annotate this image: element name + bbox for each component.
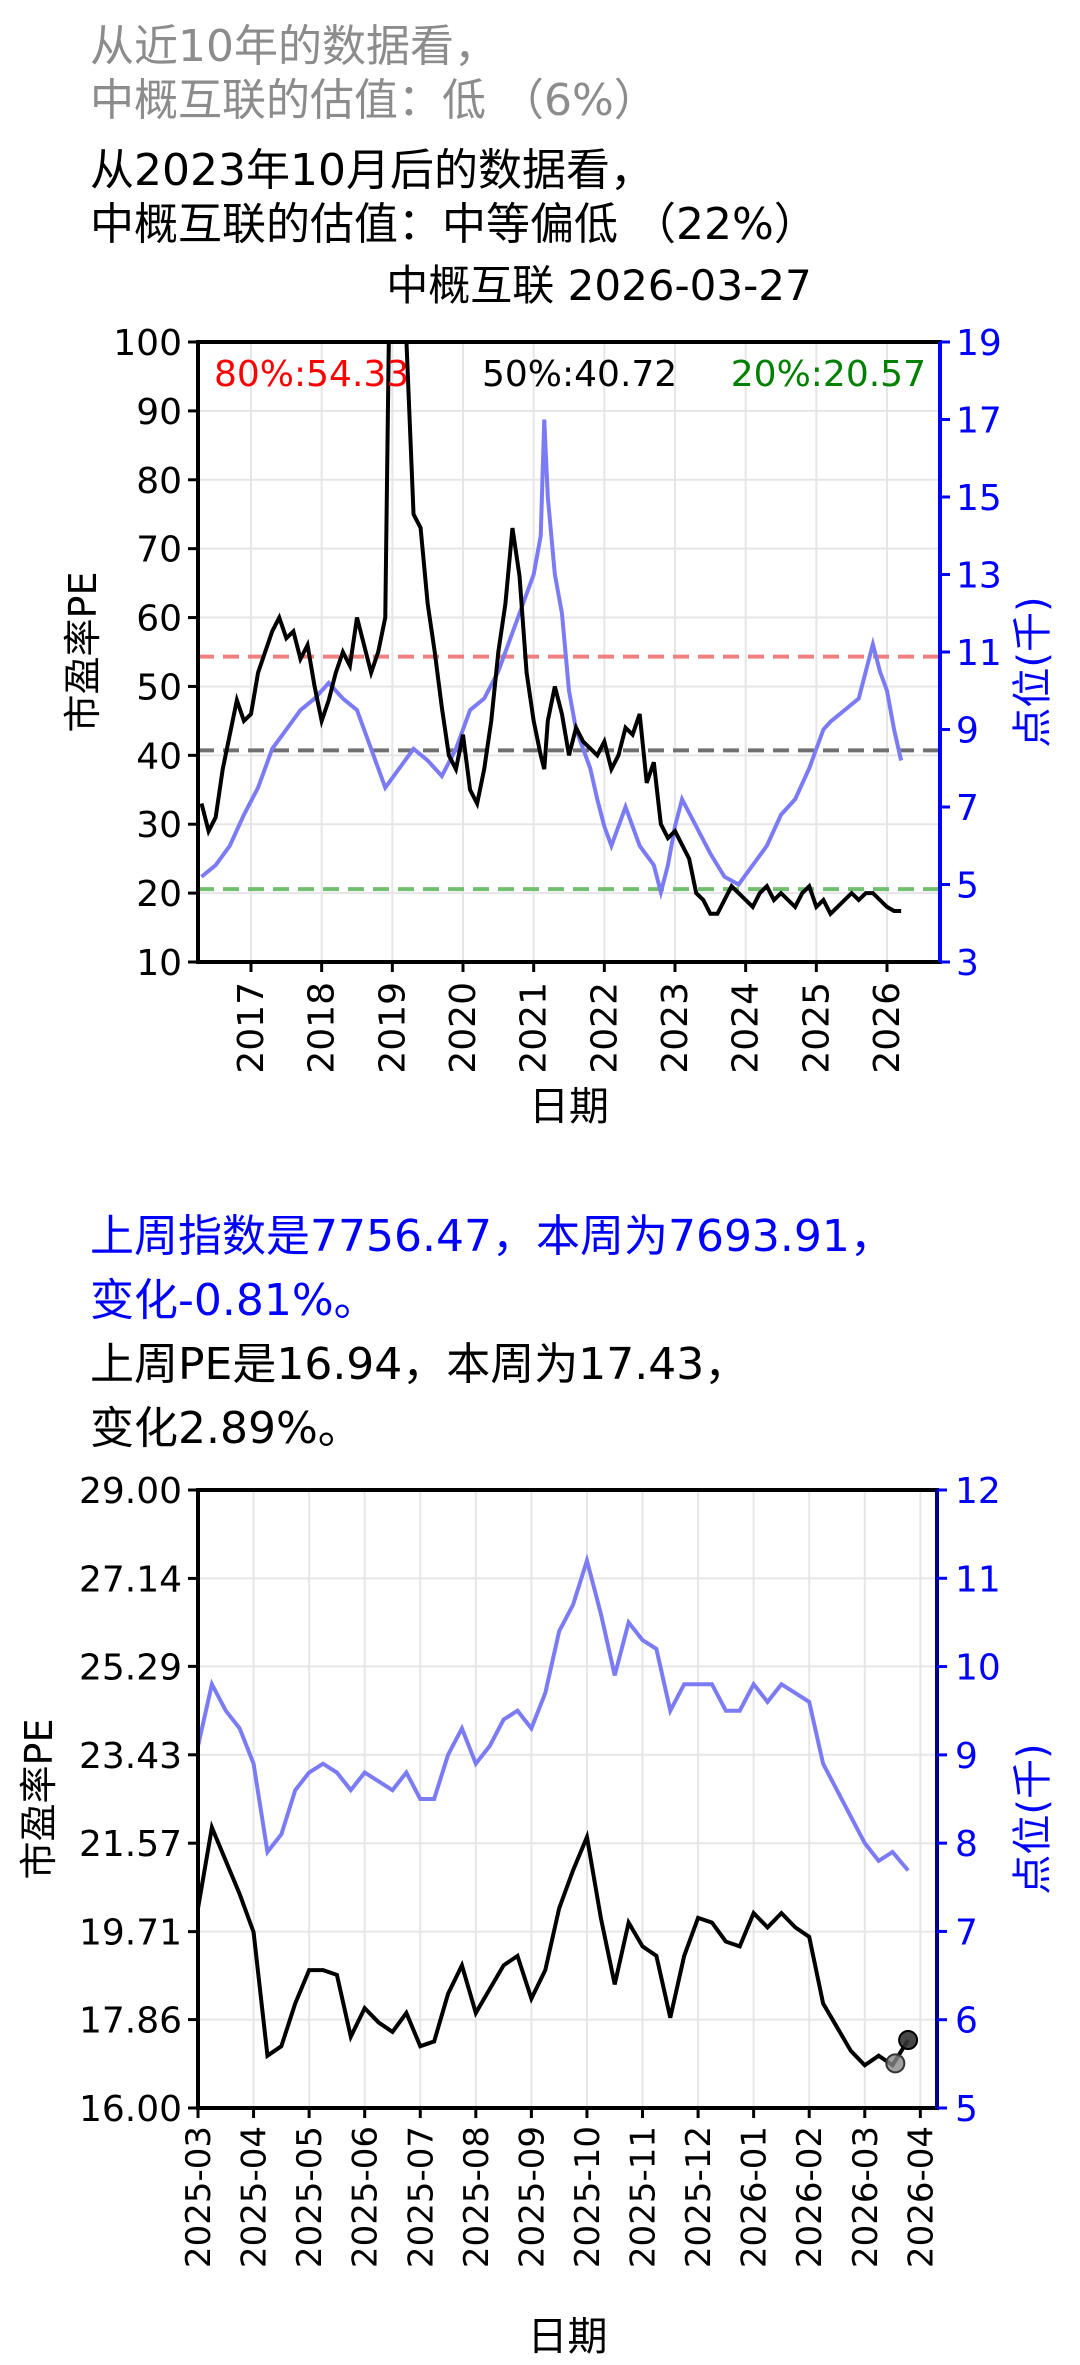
chart1-x-tick-label: 2024 xyxy=(726,982,767,1074)
chart2-x-tick-label: 2025-11 xyxy=(624,2126,664,2268)
chart1-y-tick-label: 30 xyxy=(136,805,182,846)
index-change-line2: 变化-0.81%。 xyxy=(90,1275,378,1326)
chart1-y-tick-label: 20 xyxy=(136,874,182,915)
chart2-y2-tick-label: 7 xyxy=(955,1912,978,1953)
chart1-y2-tick-label: 5 xyxy=(956,866,979,907)
chart2-x-tick-label: 2025-09 xyxy=(512,2126,552,2268)
chart2-this-week-point xyxy=(898,2030,919,2051)
chart1-x-label: 日期 xyxy=(529,1084,609,1130)
chart2-last-week-point xyxy=(885,2053,906,2074)
summary-10y-line2: 中概互联的估值：低 （6%） xyxy=(90,75,658,126)
chart1-y-tick-label: 50 xyxy=(136,667,182,708)
chart1-x-tick-label: 2021 xyxy=(514,982,555,1074)
summary-2023-line1: 从2023年10月后的数据看， xyxy=(90,145,654,196)
chart2-x-tick-label: 2025-10 xyxy=(568,2126,608,2268)
chart1-x-tick-label: 2017 xyxy=(231,982,272,1074)
chart1-y2-tick-label: 11 xyxy=(956,633,1002,674)
chart1-y2-tick-label: 3 xyxy=(956,943,979,984)
chart1-y2-tick-label: 15 xyxy=(956,478,1002,519)
chart1-y2-tick-label: 19 xyxy=(956,323,1002,364)
chart2-y2-tick-label: 10 xyxy=(955,1648,1001,1689)
chart2-x-tick-label: 2025-07 xyxy=(401,2126,441,2268)
pe-change-line2: 变化2.89%。 xyxy=(90,1403,362,1454)
pe-change-line1: 上周PE是16.94，本周为17.43， xyxy=(90,1339,749,1390)
chart2-x-tick-label: 2025-05 xyxy=(290,2126,330,2268)
chart2-y-tick-label: 29.00 xyxy=(79,1471,182,1512)
chart1-y2-tick-label: 9 xyxy=(956,711,979,752)
index-change-line1: 上周指数是7756.47，本周为7693.91， xyxy=(90,1211,894,1262)
chart1-ref-label-p50: 50%:40.72 xyxy=(482,354,677,395)
chart2-x-tick-label: 2026-02 xyxy=(790,2126,830,2268)
chart1-x-tick-label: 2018 xyxy=(302,982,343,1074)
chart1-ref-label-p80: 80%:54.33 xyxy=(214,354,409,395)
chart2-y-tick-label: 19.71 xyxy=(79,1913,182,1954)
chart1-y2-tick-label: 17 xyxy=(956,401,1002,442)
chart1-y-tick-label: 60 xyxy=(136,599,182,640)
summary-10y-line1: 从近10年的数据看， xyxy=(90,21,498,72)
chart1-y2-tick-label: 7 xyxy=(956,788,979,829)
chart2-y2-tick-label: 5 xyxy=(955,2089,978,2130)
chart2-y-tick-label: 23.43 xyxy=(79,1736,182,1777)
chart1-y-tick-label: 90 xyxy=(136,392,182,433)
chart2-x-tick-label: 2026-01 xyxy=(735,2126,775,2268)
chart1-y-tick-label: 40 xyxy=(136,736,182,777)
chart2-y2-tick-label: 6 xyxy=(955,2001,978,2042)
chart2-y2-tick-label: 8 xyxy=(955,1824,978,1865)
chart1-x-tick-label: 2023 xyxy=(655,982,696,1074)
chart2-y2-tick-label: 9 xyxy=(955,1736,978,1777)
chart1-y-tick-label: 70 xyxy=(136,530,182,571)
chart2-x-tick-label: 2025-03 xyxy=(179,2126,219,2268)
chart2-x-tick-label: 2026-03 xyxy=(846,2126,886,2268)
chart1-x-tick-label: 2020 xyxy=(443,982,484,1074)
chart2-y2-label: 点位(千) xyxy=(1010,1743,1056,1894)
chart2-x-tick-label: 2026-04 xyxy=(901,2126,941,2268)
pe-chart-10y: 中概互联 2026-03-27 80%:54.33 50%:40.72 20%:20.… xyxy=(61,261,1056,1130)
chart2-y2-tick-label: 11 xyxy=(955,1559,1001,1600)
chart2-x-tick-label: 2025-06 xyxy=(346,2126,386,2268)
chart1-x-tick-label: 2022 xyxy=(584,982,625,1074)
chart1-title: 中概互联 2026-03-27 xyxy=(386,261,811,310)
chart1-y2-tick-label: 13 xyxy=(956,556,1002,597)
chart2-index-series xyxy=(196,1553,910,1872)
chart2-y-tick-label: 25.29 xyxy=(79,1647,182,1688)
chart1-y-tick-label: 80 xyxy=(136,461,182,502)
chart2-y-label: 市盈率PE xyxy=(17,1719,61,1880)
chart2-y-tick-label: 21.57 xyxy=(79,1824,182,1865)
chart2-x-label: 日期 xyxy=(528,2314,608,2360)
chart2-pe-series xyxy=(196,1820,910,2069)
pe-chart-recent: 16.00 17.86 19.71 21.57 23.43 25.29 27.14 29.00… xyxy=(17,1471,1056,2360)
chart1-y-tick-label: 100 xyxy=(113,323,182,364)
chart1-x-tick-label: 2025 xyxy=(796,982,837,1074)
chart1-pe-series xyxy=(199,342,902,918)
chart1-x-tick-label: 2019 xyxy=(372,982,413,1074)
chart1-x-tick-label: 2026 xyxy=(867,982,908,1074)
chart1-index-series xyxy=(200,419,904,901)
chart1-y2-label: 点位(千) xyxy=(1010,596,1056,747)
chart2-x-tick-label: 2025-08 xyxy=(457,2126,497,2268)
chart1-ref-label-p20: 20%:20.57 xyxy=(731,354,926,395)
summary-2023-line2: 中概互联的估值：中等偏低 （22%） xyxy=(90,199,818,250)
chart2-y2-tick-label: 12 xyxy=(955,1471,1001,1512)
chart2-y-tick-label: 17.86 xyxy=(79,2001,182,2042)
chart2-y-tick-label: 27.14 xyxy=(79,1559,182,1600)
chart2-x-tick-label: 2025-12 xyxy=(679,2126,719,2268)
chart1-y-tick-label: 10 xyxy=(136,943,182,984)
chart2-x-tick-label: 2025-04 xyxy=(235,2126,275,2268)
chart2-y-tick-label: 16.00 xyxy=(79,2089,182,2130)
chart1-y-label: 市盈率PE xyxy=(61,572,105,733)
